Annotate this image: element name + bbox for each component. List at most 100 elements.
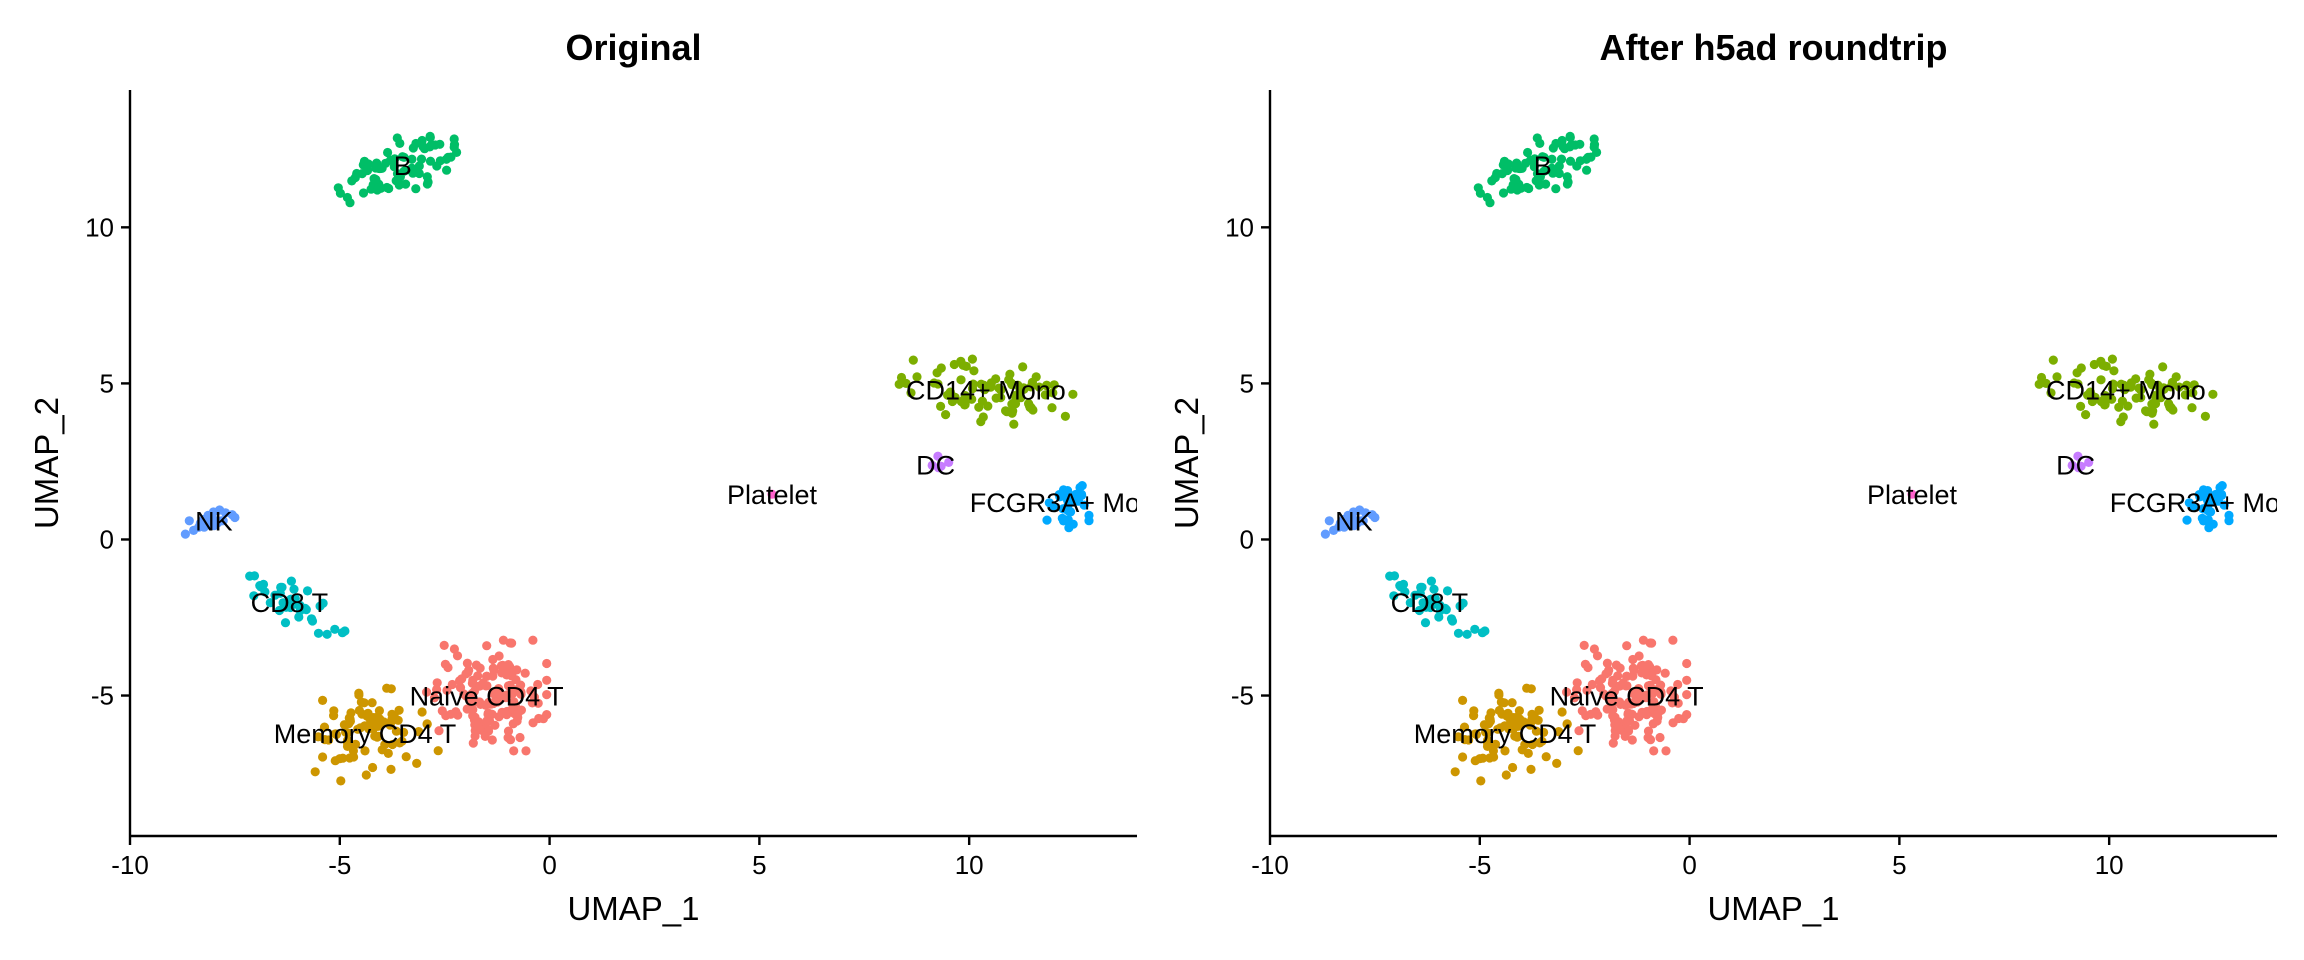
point-memory-cd4-t <box>1485 714 1495 724</box>
point-fcgr3a-mono <box>2224 516 2234 526</box>
y-tick-label: -5 <box>1231 681 1254 711</box>
point-memory-cd4-t <box>313 732 323 742</box>
point-b <box>1510 174 1521 184</box>
point-memory-cd4-t <box>1490 739 1501 749</box>
point-memory-cd4-t <box>319 722 330 732</box>
point-fcgr3a-mono <box>2204 523 2214 533</box>
point-cd14-mono <box>969 366 979 376</box>
point-memory-cd4-t <box>368 762 378 773</box>
point-naive-cd4-t <box>503 660 513 670</box>
point-naive-cd4-t <box>1583 662 1593 673</box>
point-cd8-t <box>286 576 296 586</box>
point-naive-cd4-t <box>509 746 519 756</box>
point-naive-cd4-t <box>468 675 478 685</box>
point-fcgr3a-mono <box>1058 504 1068 514</box>
point-platelet <box>767 489 777 499</box>
point-cd8-t <box>1389 591 1399 601</box>
point-naive-cd4-t <box>1627 735 1637 745</box>
point-naive-cd4-t <box>509 701 519 711</box>
point-cd14-mono <box>2107 394 2117 404</box>
point-b <box>1503 159 1513 169</box>
point-cd8-t <box>1453 628 1464 638</box>
point-memory-cd4-t <box>1476 776 1486 786</box>
point-naive-cd4-t <box>422 687 432 697</box>
point-fcgr3a-mono <box>1076 489 1087 499</box>
point-memory-cd4-t <box>1500 746 1510 756</box>
x-tick-label: 5 <box>1892 850 1906 880</box>
point-naive-cd4-t <box>442 685 452 696</box>
point-naive-cd4-t <box>1643 660 1653 670</box>
point-memory-cd4-t <box>1482 728 1492 738</box>
point-memory-cd4-t <box>375 714 385 724</box>
point-cd14-mono <box>2089 359 2099 370</box>
point-naive-cd4-t <box>1648 719 1658 729</box>
point-b <box>1575 139 1585 149</box>
point-memory-cd4-t <box>382 683 392 693</box>
point-fcgr3a-mono <box>1084 516 1094 526</box>
point-naive-cd4-t <box>533 679 543 690</box>
point-cd14-mono <box>2109 366 2119 376</box>
cluster-label-platelet: Platelet <box>727 480 818 510</box>
point-memory-cd4-t <box>1552 758 1562 769</box>
point-naive-cd4-t <box>507 638 517 648</box>
cluster-labels: Naive CD4 T Memory CD4 T CD14+ Mono B CD8 T F… <box>1335 151 2277 749</box>
cluster-label-cd14-mono: CD14+ Mono <box>2046 376 2206 406</box>
point-cd14-mono <box>2180 390 2190 400</box>
point-dc <box>933 451 943 461</box>
point-memory-cd4-t <box>1459 722 1470 732</box>
point-b <box>416 154 427 164</box>
point-cd8-t <box>313 628 324 638</box>
point-naive-cd4-t <box>507 671 517 681</box>
point-cd14-mono <box>991 393 1001 403</box>
point-cd8-t <box>286 594 296 604</box>
point-nk <box>1353 518 1363 528</box>
point-naive-cd4-t <box>1587 679 1597 690</box>
point-b <box>1537 152 1548 162</box>
point-naive-cd4-t <box>1602 658 1612 668</box>
point-cd14-mono <box>967 394 977 404</box>
point-b <box>1582 165 1592 175</box>
point-cd14-mono <box>1042 381 1052 391</box>
point-naive-cd4-t <box>1660 668 1670 678</box>
point-nk <box>199 514 209 525</box>
point-memory-cd4-t <box>417 707 427 717</box>
point-cd14-mono <box>1004 375 1014 385</box>
point-naive-cd4-t <box>542 675 552 685</box>
point-fcgr3a-mono <box>2216 489 2227 499</box>
point-naive-cd4-t <box>494 712 504 722</box>
point-memory-cd4-t <box>367 698 377 708</box>
point-b <box>333 183 343 193</box>
point-naive-cd4-t <box>492 697 503 707</box>
point-memory-cd4-t <box>386 764 396 775</box>
point-cd14-mono <box>2159 384 2169 394</box>
point-naive-cd4-t <box>1656 687 1666 697</box>
point-naive-cd4-t <box>1636 661 1647 671</box>
point-naive-cd4-t <box>432 678 442 688</box>
point-nk <box>180 529 190 539</box>
point-naive-cd4-t <box>534 713 544 724</box>
point-cd14-mono <box>2073 379 2083 389</box>
point-naive-cd4-t <box>1599 689 1609 699</box>
point-cd14-mono <box>2149 419 2159 429</box>
y-tick-label: -5 <box>91 681 114 711</box>
point-fcgr3a-mono <box>2198 504 2208 514</box>
point-naive-cd4-t <box>542 710 552 720</box>
point-cd14-mono <box>1025 402 1035 413</box>
point-b <box>1512 185 1522 195</box>
point-cd14-mono <box>2116 417 2126 427</box>
point-naive-cd4-t <box>1652 665 1662 675</box>
point-cd8-t <box>302 586 313 596</box>
point-naive-cd4-t <box>455 676 465 686</box>
point-memory-cd4-t <box>1527 739 1538 750</box>
point-cd14-mono <box>2208 389 2218 399</box>
point-nk <box>1334 522 1344 532</box>
cluster-label-dc: DC <box>2056 451 2095 481</box>
cluster-label-b: B <box>394 151 412 181</box>
point-cd8-t <box>260 587 270 597</box>
point-cd14-mono <box>2116 379 2126 389</box>
point-b <box>399 166 409 176</box>
point-cd14-mono <box>941 410 951 420</box>
point-b <box>407 154 417 164</box>
point-cd8-t <box>1435 606 1445 616</box>
point-fcgr3a-mono <box>1063 515 1073 525</box>
